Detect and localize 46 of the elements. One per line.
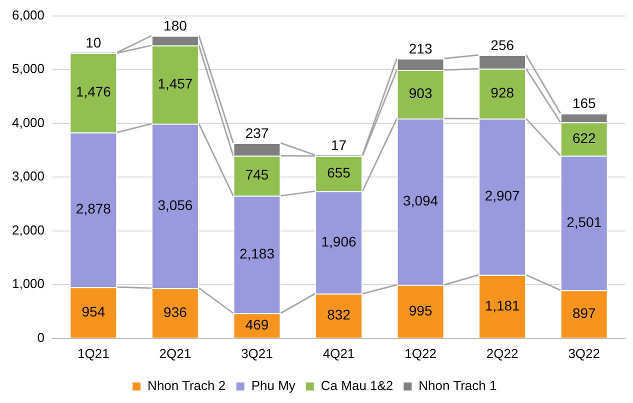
legend-label: Phu My [251, 378, 296, 394]
data-label: 1,906 [321, 233, 356, 250]
data-label: 936 [164, 304, 188, 320]
data-label: 10 [86, 34, 102, 50]
data-label: 180 [164, 18, 188, 34]
y-tick-label: 5,000 [12, 61, 45, 76]
data-label: 745 [245, 166, 269, 183]
data-label: 3,094 [403, 192, 438, 209]
data-label: 2,878 [76, 200, 112, 217]
data-label: 928 [490, 84, 514, 101]
data-label: 897 [572, 304, 596, 321]
y-tick-label: 0 [37, 330, 45, 345]
x-tick-label: 2Q21 [159, 346, 192, 361]
data-label: 1,457 [158, 75, 193, 92]
data-label: 2,183 [239, 245, 275, 262]
x-tick-label: 4Q21 [322, 346, 355, 361]
y-tick-label: 2,000 [12, 222, 45, 238]
data-label: 3,056 [158, 196, 193, 213]
data-label: 903 [408, 85, 432, 102]
data-label: 1,181 [484, 297, 520, 314]
x-tick-label: 3Q21 [241, 346, 273, 361]
y-tick-label: 1,000 [12, 276, 45, 292]
data-label: 213 [408, 40, 432, 56]
x-tick-label: 3Q22 [568, 346, 600, 361]
data-label: 469 [245, 316, 269, 332]
data-label: 995 [408, 302, 432, 318]
x-tick-label: 1Q21 [78, 346, 110, 361]
data-label: 622 [572, 130, 596, 146]
x-tick-label: 1Q22 [404, 346, 436, 361]
legend-label: Nhon Trach 2 [148, 378, 226, 394]
y-tick-label: 3,000 [12, 168, 45, 184]
y-tick-label: 6,000 [12, 7, 45, 22]
data-label: 256 [490, 36, 514, 53]
y-tick-label: 4,000 [12, 114, 45, 130]
x-tick-label: 2Q22 [486, 346, 518, 361]
data-label: 237 [245, 124, 269, 141]
legend-label: Ca Mau 1&2 [320, 378, 394, 394]
data-label: 2,907 [484, 188, 520, 204]
data-label: 832 [327, 306, 351, 323]
data-label: 17 [330, 136, 347, 153]
legend-label: Nhon Trach 1 [418, 378, 497, 394]
data-label: 2,501 [566, 214, 602, 230]
data-label: 1,476 [76, 84, 112, 100]
data-label: 655 [327, 164, 351, 180]
data-label: 954 [82, 303, 106, 320]
data-label: 165 [572, 95, 596, 112]
